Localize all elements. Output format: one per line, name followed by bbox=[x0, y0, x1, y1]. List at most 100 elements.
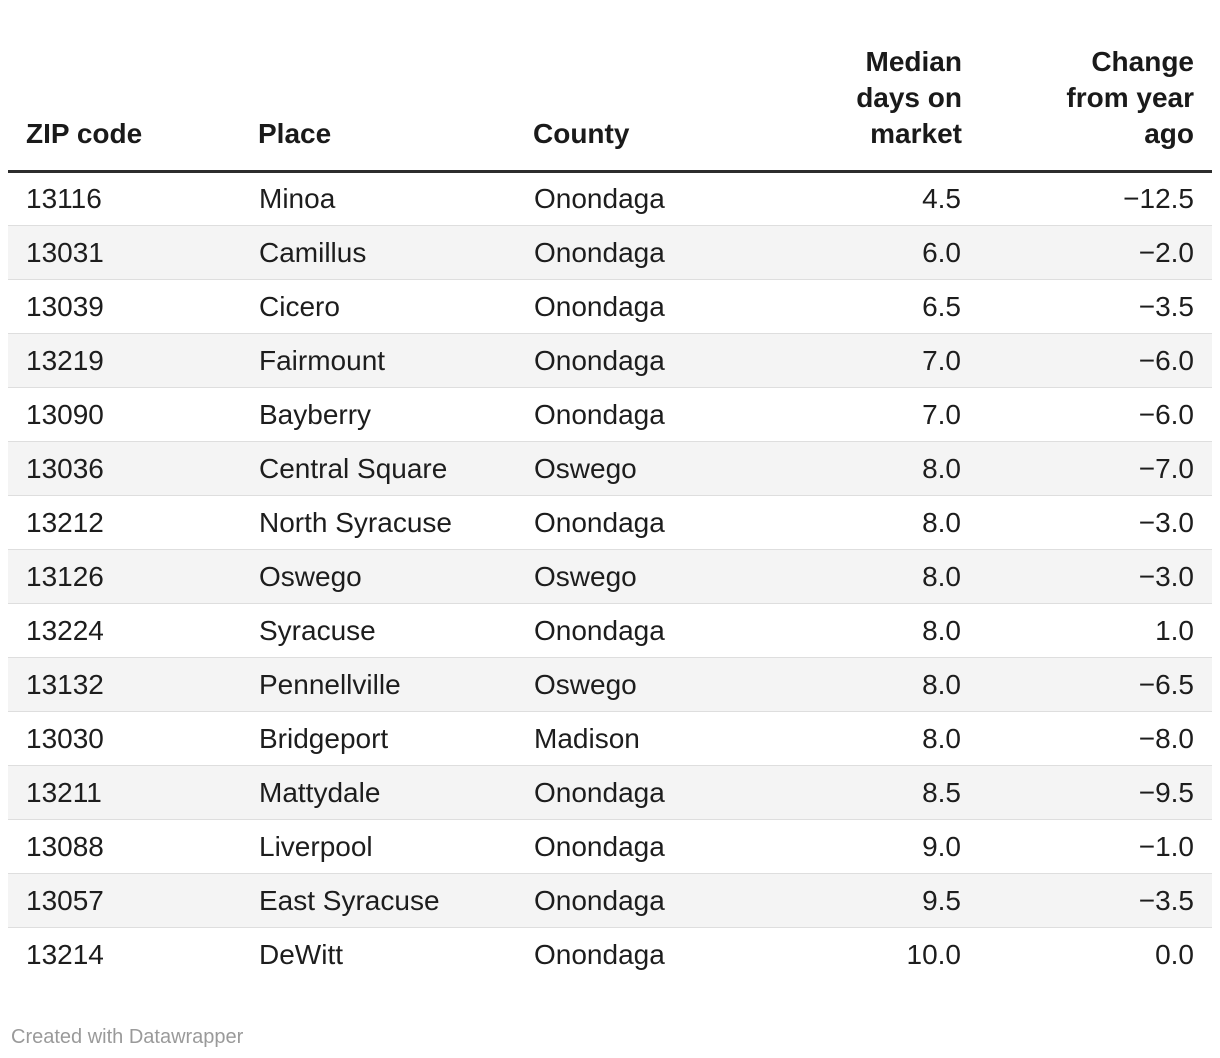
cell-county: Onondaga bbox=[534, 884, 665, 916]
cell-place: Camillus bbox=[259, 236, 367, 268]
table-row: 13090 Bayberry Onondaga 7.0 −6.0 bbox=[8, 387, 1212, 442]
table-row: 13219 Fairmount Onondaga 7.0 −6.0 bbox=[8, 333, 1212, 388]
cell-county: Onondaga bbox=[534, 938, 665, 970]
cell-median: 8.0 bbox=[922, 722, 961, 754]
cell-change: −12.5 bbox=[1123, 183, 1194, 214]
table-row: 13132 Pennellville Oswego 8.0 −6.5 bbox=[8, 657, 1212, 712]
cell-zip: 13126 bbox=[26, 560, 104, 592]
cell-median: 8.0 bbox=[922, 452, 961, 484]
cell-place: Fairmount bbox=[259, 344, 386, 376]
cell-place: East Syracuse bbox=[259, 884, 440, 916]
cell-place: Liverpool bbox=[259, 830, 373, 862]
cell-change: −6.5 bbox=[1138, 668, 1194, 700]
cell-median: 8.0 bbox=[922, 668, 961, 700]
cell-zip: 13219 bbox=[26, 344, 104, 376]
table-row: 13211 Mattydale Onondaga 8.5 −9.5 bbox=[8, 765, 1212, 820]
cell-place: Minoa bbox=[259, 183, 336, 214]
cell-county: Oswego bbox=[534, 668, 637, 700]
cell-county: Onondaga bbox=[534, 344, 665, 376]
table-body: 13116 Minoa Onondaga 4.5 −12.5 13031 Camillus O… bbox=[8, 172, 1212, 982]
cell-county: Onondaga bbox=[534, 183, 665, 214]
cell-zip: 13212 bbox=[26, 506, 104, 538]
cell-change: −8.0 bbox=[1138, 722, 1194, 754]
cell-county: Onondaga bbox=[534, 830, 665, 862]
column-header-place: Place bbox=[258, 0, 533, 173]
cell-county: Oswego bbox=[534, 560, 637, 592]
footer: Created with Datawrapper bbox=[11, 1025, 1220, 1049]
cell-place: DeWitt bbox=[259, 938, 343, 970]
cell-median: 6.5 bbox=[922, 290, 961, 322]
table-row: 13212 North Syracuse Onondaga 8.0 −3.0 bbox=[8, 495, 1212, 550]
cell-place: Bayberry bbox=[259, 398, 372, 430]
table-row: 13036 Central Square Oswego 8.0 −7.0 bbox=[8, 441, 1212, 496]
cell-place: Cicero bbox=[259, 290, 340, 322]
cell-zip: 13211 bbox=[26, 776, 102, 808]
cell-zip: 13116 bbox=[26, 183, 102, 214]
cell-median: 8.0 bbox=[922, 560, 961, 592]
column-header-median: Median days on market bbox=[808, 0, 962, 173]
cell-zip: 13057 bbox=[26, 884, 104, 916]
cell-zip: 13090 bbox=[26, 398, 104, 430]
cell-median: 8.5 bbox=[922, 776, 961, 808]
cell-place: Central Square bbox=[259, 452, 448, 484]
cell-zip: 13224 bbox=[26, 614, 104, 646]
table-row: 13116 Minoa Onondaga 4.5 −12.5 bbox=[8, 172, 1212, 226]
cell-county: Onondaga bbox=[534, 398, 665, 430]
cell-change: −6.0 bbox=[1138, 398, 1194, 430]
cell-zip: 13031 bbox=[26, 236, 104, 268]
cell-change: −2.0 bbox=[1138, 236, 1194, 268]
table-row: 13126 Oswego Oswego 8.0 −3.0 bbox=[8, 549, 1212, 604]
cell-change: −3.0 bbox=[1138, 560, 1194, 592]
cell-county: Madison bbox=[534, 722, 640, 754]
cell-place: Bridgeport bbox=[259, 722, 389, 754]
cell-change: −7.0 bbox=[1138, 452, 1194, 484]
data-table: ZIP code Place County Median days on market… bbox=[8, 0, 1212, 982]
cell-median: 9.0 bbox=[922, 830, 961, 862]
cell-place: Mattydale bbox=[259, 776, 381, 808]
cell-median: 7.0 bbox=[922, 344, 961, 376]
column-header-county: County bbox=[533, 0, 808, 173]
cell-zip: 13030 bbox=[26, 722, 104, 754]
cell-county: Oswego bbox=[534, 452, 637, 484]
table-row: 13030 Bridgeport Madison 8.0 −8.0 bbox=[8, 711, 1212, 766]
cell-county: Onondaga bbox=[534, 506, 665, 538]
table-row: 13224 Syracuse Onondaga 8.0 1.0 bbox=[8, 603, 1212, 658]
table-row: 13031 Camillus Onondaga 6.0 −2.0 bbox=[8, 225, 1212, 280]
cell-zip: 13132 bbox=[26, 668, 104, 700]
cell-median: 8.0 bbox=[922, 614, 961, 646]
cell-zip: 13088 bbox=[26, 830, 104, 862]
cell-median: 8.0 bbox=[922, 506, 961, 538]
cell-change: 1.0 bbox=[1155, 614, 1194, 646]
cell-change: −1.0 bbox=[1138, 830, 1194, 862]
cell-county: Onondaga bbox=[534, 614, 665, 646]
cell-county: Onondaga bbox=[534, 236, 665, 268]
datawrapper-table-visualization: ZIP code Place County Median days on market… bbox=[8, 0, 1212, 982]
datawrapper-credit-link[interactable]: Created with Datawrapper bbox=[11, 1025, 244, 1048]
column-header-zip: ZIP code bbox=[8, 0, 258, 173]
cell-change: −6.0 bbox=[1138, 344, 1194, 376]
cell-county: Onondaga bbox=[534, 290, 665, 322]
cell-zip: 13039 bbox=[26, 290, 104, 322]
cell-zip: 13214 bbox=[26, 938, 104, 970]
cell-place: Pennellville bbox=[259, 668, 401, 700]
cell-median: 4.5 bbox=[922, 183, 961, 214]
cell-change: −3.0 bbox=[1138, 506, 1194, 538]
header-row: ZIP code Place County Median days on market… bbox=[8, 0, 1212, 173]
cell-median: 10.0 bbox=[906, 938, 962, 970]
cell-change: 0.0 bbox=[1155, 938, 1194, 970]
cell-zip: 13036 bbox=[26, 452, 104, 484]
cell-median: 9.5 bbox=[922, 884, 961, 916]
cell-place: Syracuse bbox=[259, 614, 376, 646]
table-row: 13214 DeWitt Onondaga 10.0 0.0 bbox=[8, 927, 1212, 982]
cell-change: −9.5 bbox=[1138, 776, 1194, 808]
column-header-change: Change from year ago bbox=[962, 0, 1212, 173]
cell-place: North Syracuse bbox=[259, 506, 452, 538]
cell-change: −3.5 bbox=[1138, 290, 1194, 322]
cell-place: Oswego bbox=[259, 560, 362, 592]
cell-median: 6.0 bbox=[922, 236, 961, 268]
cell-change: −3.5 bbox=[1138, 884, 1194, 916]
table-row: 13057 East Syracuse Onondaga 9.5 −3.5 bbox=[8, 873, 1212, 928]
cell-median: 7.0 bbox=[922, 398, 961, 430]
table-row: 13039 Cicero Onondaga 6.5 −3.5 bbox=[8, 279, 1212, 334]
table-row: 13088 Liverpool Onondaga 9.0 −1.0 bbox=[8, 819, 1212, 874]
